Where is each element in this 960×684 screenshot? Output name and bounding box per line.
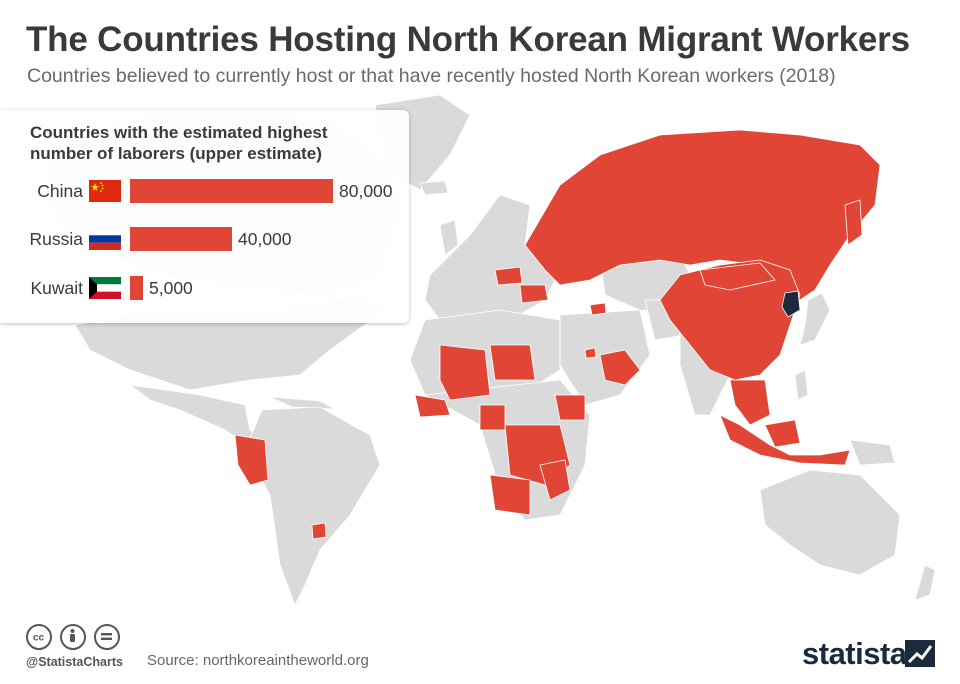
panel-title: Countries with the estimated highest num… (30, 123, 328, 163)
statista-handle[interactable]: @StatistaCharts (26, 655, 123, 669)
map-ethiopia (554, 394, 586, 421)
map-south-america (244, 406, 381, 606)
map-caribbean (269, 396, 336, 410)
map-georgia (589, 302, 607, 316)
bar-chart-panel: Countries with the estimated highest num… (0, 110, 409, 323)
map-uruguay (311, 522, 327, 540)
map-uk (439, 219, 459, 256)
map-iceland (419, 180, 449, 196)
value-label-kuwait: 5,000 (149, 278, 193, 298)
map-west-africa (414, 394, 451, 418)
svg-text:cc: cc (33, 633, 45, 644)
map-peru (234, 434, 269, 486)
map-mongolia (699, 262, 776, 291)
map-philippines (794, 369, 809, 401)
category-label-kuwait: Kuwait (30, 278, 83, 298)
map-new-zealand (914, 564, 936, 601)
kuwait-flag-icon (89, 277, 121, 299)
map-png (849, 439, 896, 466)
cc-icon[interactable]: cc (26, 624, 52, 650)
map-borneo (764, 419, 801, 448)
map-china (659, 259, 801, 381)
map-romania (519, 284, 549, 304)
map-southeast-asia (729, 379, 771, 426)
source-note: Source: northkoreaintheworld.org (147, 652, 369, 669)
bar-russia (130, 227, 232, 251)
bar-row-kuwait: Kuwait 5,000 (0, 276, 409, 302)
map-angola (489, 474, 531, 516)
map-nigeria (479, 404, 506, 431)
no-derivatives-icon[interactable] (94, 624, 120, 650)
statista-logo-mark-icon (905, 640, 935, 667)
statista-logo[interactable]: statista (802, 636, 907, 671)
bar-kuwait (130, 276, 143, 300)
bar-row-russia: Russia 40,000 (0, 227, 409, 253)
map-indonesia (719, 414, 851, 466)
map-japan (799, 292, 831, 346)
bar-row-china: China 80,000 (0, 179, 409, 205)
value-label-russia: 40,000 (238, 229, 292, 249)
russia-flag-icon (89, 228, 121, 250)
map-australia (759, 469, 901, 576)
map-poland (494, 266, 523, 286)
map-kuwait (584, 347, 597, 359)
bar-china (130, 179, 333, 203)
china-flag-icon (89, 180, 121, 202)
map-libya (489, 344, 536, 381)
map-mali (439, 344, 491, 401)
chart-subtitle: Countries believed to currently host or … (27, 65, 836, 87)
map-russia (524, 129, 881, 301)
category-label-china: China (37, 181, 83, 201)
chart-title: The Countries Hosting North Korean Migra… (26, 20, 910, 59)
map-north-korea (781, 290, 801, 318)
map-gulf (599, 349, 641, 386)
map-mozambique (539, 459, 571, 501)
attribution-icon[interactable] (60, 624, 86, 650)
map-kamchatka (844, 199, 863, 246)
category-label-russia: Russia (29, 229, 84, 249)
value-label-china: 80,000 (339, 181, 393, 201)
